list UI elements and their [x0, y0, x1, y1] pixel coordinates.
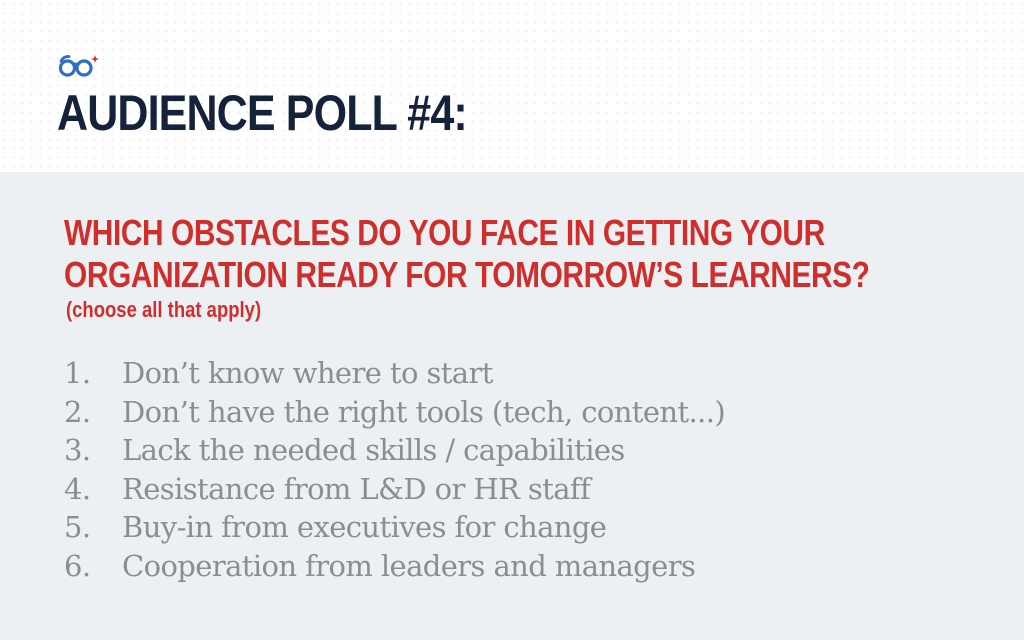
option-number: 2. — [64, 394, 91, 429]
option-text: Don’t have the right tools (tech, conten… — [122, 394, 726, 429]
answer-option: 4. Resistance from L&D or HR staff — [64, 470, 725, 509]
slide-header: AUDIENCE POLL #4: — [0, 0, 1024, 172]
option-number: 5. — [64, 510, 91, 545]
option-text: Cooperation from leaders and managers — [122, 548, 696, 583]
option-text: Buy-in from executives for change — [122, 510, 607, 545]
answer-option: 2. Don’t have the right tools (tech, con… — [64, 393, 726, 432]
answer-option: 3. Lack the needed skills / capabilities — [64, 431, 725, 470]
option-text: Lack the needed skills / capabilities — [122, 433, 625, 468]
option-number: 4. — [64, 471, 91, 506]
question-line-1: WHICH OBSTACLES DO YOU FACE IN GETTING Y… — [64, 212, 825, 253]
option-number: 6. — [64, 548, 91, 583]
question-panel: WHICH OBSTACLES DO YOU FACE IN GETTING Y… — [0, 172, 1024, 640]
option-number: 1. — [64, 356, 91, 391]
answer-option: 6. Cooperation from leaders and managers — [64, 547, 725, 586]
selection-hint: (choose all that apply) — [66, 297, 262, 322]
answer-option: 1. Don’t know where to start — [64, 354, 725, 393]
option-text: Resistance from L&D or HR staff — [122, 471, 591, 506]
poll-question: WHICH OBSTACLES DO YOU FACE IN GETTING Y… — [64, 212, 870, 296]
glasses-icon — [58, 55, 99, 77]
answer-options: 1. Don’t know where to start 2. Don’t ha… — [64, 354, 726, 586]
answer-option: 5. Buy-in from executives for change — [64, 508, 725, 547]
option-number: 3. — [64, 433, 91, 468]
question-line-2: ORGANIZATION READY FOR TOMORROW’S LEARNE… — [64, 254, 870, 295]
option-text: Don’t know where to start — [122, 356, 493, 391]
page-title: AUDIENCE POLL #4: — [57, 85, 468, 141]
